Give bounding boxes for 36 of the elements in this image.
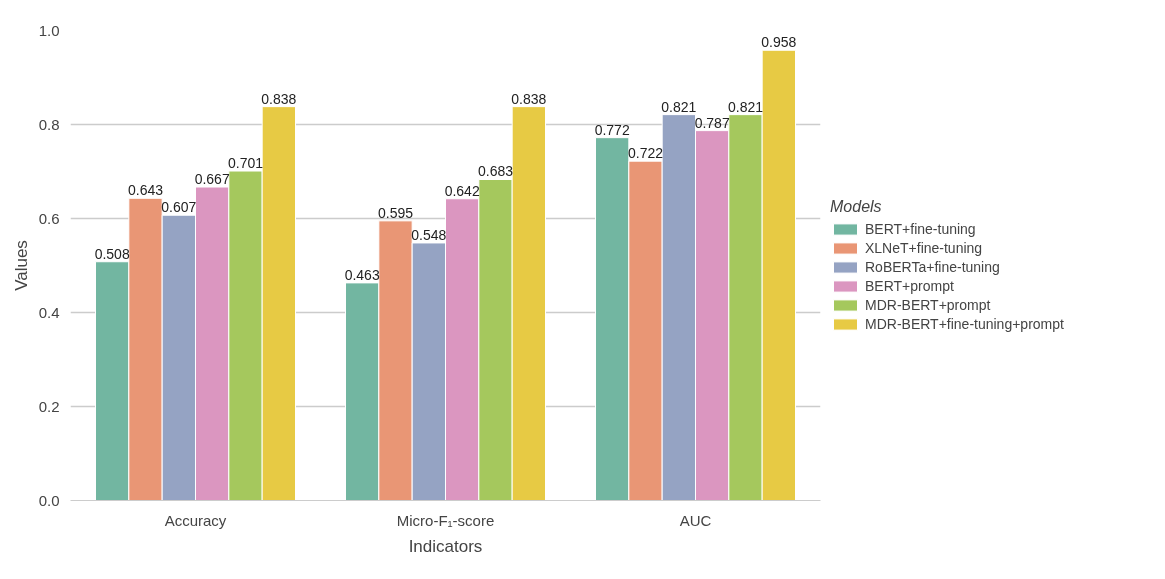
x-axis-title: Indicators	[408, 536, 483, 556]
y-tick-label: 0.2	[38, 397, 60, 415]
data-label: 0.958	[761, 34, 797, 51]
data-label: 0.463	[344, 266, 380, 283]
legend-label: BERT+prompt	[865, 278, 954, 294]
legend-label: MDR-BERT+prompt	[865, 297, 991, 313]
data-label: 0.595	[377, 204, 414, 221]
data-label: 0.722	[627, 145, 664, 162]
data-label: 0.821	[727, 98, 764, 115]
legend-label: BERT+fine-tuning	[865, 221, 976, 237]
y-tick-label: 0.8	[38, 115, 60, 133]
legend-label: RoBERTa+fine-tuning	[865, 259, 1000, 275]
data-label: 0.667	[194, 171, 230, 188]
data-label: 0.643	[127, 182, 164, 199]
y-tick-label: 0.0	[38, 491, 60, 509]
y-tick-label: 0.6	[38, 209, 60, 227]
legend-label: MDR-BERT+fine-tuning+prompt	[865, 316, 1064, 332]
data-label: 0.683	[477, 163, 514, 180]
data-label: 0.787	[694, 114, 730, 131]
data-label: 0.821	[661, 98, 697, 115]
y-tick-label: 1.0	[38, 21, 60, 39]
data-label: 0.607	[161, 199, 197, 216]
data-label: 0.772	[594, 121, 630, 138]
y-axis-title: Values	[11, 240, 31, 291]
x-tick-label: Accuracy	[164, 511, 227, 529]
data-label: 0.548	[411, 226, 447, 243]
data-label: 0.642	[444, 182, 480, 199]
y-tick-label: 0.4	[38, 303, 60, 321]
legend-label: XLNeT+fine-tuning	[865, 240, 983, 256]
data-label: 0.838	[511, 90, 547, 107]
legend-title: Models	[830, 198, 883, 216]
x-tick-label: AUC	[679, 511, 712, 529]
data-label: 0.838	[261, 90, 297, 107]
data-label: 0.508	[94, 245, 130, 262]
x-tick-label: Micro-F₁-score	[396, 511, 495, 529]
data-label: 0.701	[227, 155, 264, 172]
